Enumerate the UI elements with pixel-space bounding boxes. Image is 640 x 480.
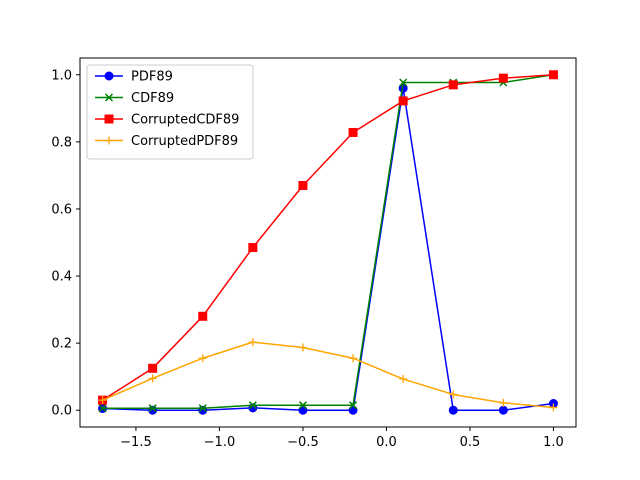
series-line-corruptedpdf89 — [102, 341, 554, 409]
y-tick-label: 0.6 — [51, 202, 72, 217]
legend-label: CorruptedPDF89 — [131, 134, 238, 149]
data-point-cdf89 — [148, 404, 157, 413]
data-point-cdf89 — [198, 404, 207, 413]
data-point-cdf89 — [298, 401, 307, 410]
data-point-cdf89 — [399, 78, 408, 87]
plot-frame — [79, 57, 577, 428]
data-point-corruptedcdf89 — [348, 127, 358, 137]
legend-marker — [104, 93, 114, 102]
legend-box — [86, 64, 254, 160]
legend-marker — [104, 114, 114, 124]
data-point-corruptedpdf89 — [399, 375, 408, 384]
data-point-corruptedpdf89 — [148, 374, 157, 383]
series-corruptedpdf89 — [98, 338, 558, 412]
series-layer — [98, 70, 558, 415]
y-tick-label: 0.2 — [51, 337, 72, 352]
data-point-corruptedpdf89 — [449, 390, 458, 399]
y-tick-label: 0.8 — [51, 135, 72, 150]
data-point-corruptedpdf89 — [349, 354, 358, 363]
legend-entry-corruptedpdf89: CorruptedPDF89 — [95, 134, 238, 149]
data-point-cdf89 — [248, 401, 257, 410]
data-point-corruptedpdf89 — [198, 354, 207, 363]
x-tick-label: −1.0 — [204, 435, 236, 450]
legend-entry-corruptedcdf89: CorruptedCDF89 — [95, 113, 239, 128]
x-tick-label: 0.0 — [376, 435, 397, 450]
data-point-corruptedpdf89 — [248, 338, 257, 347]
data-point-corruptedcdf89 — [498, 73, 508, 83]
legend: PDF89 CDF89 CorruptedCDF89 CorruptedPDF89 — [86, 64, 254, 160]
data-point-corruptedcdf89 — [448, 80, 458, 90]
x-tick-label: 1.0 — [543, 435, 564, 450]
data-point-corruptedpdf89 — [98, 396, 107, 405]
legend-label: CorruptedCDF89 — [131, 113, 239, 128]
legend-label: CDF89 — [131, 91, 174, 106]
y-tick-label: 1.0 — [51, 68, 72, 83]
y-tick-label: 0.0 — [51, 404, 72, 419]
y-axis: 0.0 0.2 0.4 0.6 0.8 1.0 — [51, 68, 80, 419]
x-tick-label: −1.5 — [120, 435, 152, 450]
data-point-corruptedcdf89 — [148, 363, 158, 373]
series-line-cdf89 — [102, 74, 554, 409]
data-point-corruptedpdf89 — [499, 398, 508, 407]
data-point-corruptedcdf89 — [548, 70, 558, 80]
data-point-corruptedcdf89 — [198, 311, 208, 321]
series-line-pdf89 — [102, 87, 554, 411]
x-tick-label: 0.5 — [460, 435, 481, 450]
data-point-cdf89 — [349, 401, 358, 410]
legend-marker — [104, 71, 114, 81]
data-point-corruptedcdf89 — [298, 180, 308, 190]
x-axis: −1.5 −1.0 −0.5 0.0 0.5 1.0 — [120, 427, 564, 450]
data-point-pdf89 — [448, 405, 458, 415]
legend-label: PDF89 — [131, 70, 173, 85]
legend-marker — [105, 136, 113, 145]
legend-entry-cdf89: CDF89 — [95, 91, 174, 106]
legend-entry-pdf89: PDF89 — [95, 70, 173, 85]
y-tick-label: 0.4 — [51, 270, 72, 285]
data-point-corruptedpdf89 — [549, 403, 558, 412]
data-point-cdf89 — [98, 404, 107, 413]
data-point-pdf89 — [498, 405, 508, 415]
series-line-corruptedcdf89 — [102, 74, 554, 401]
data-point-corruptedcdf89 — [248, 243, 258, 253]
data-point-corruptedcdf89 — [398, 96, 408, 106]
x-tick-label: −0.5 — [287, 435, 319, 450]
data-point-corruptedpdf89 — [298, 343, 307, 352]
